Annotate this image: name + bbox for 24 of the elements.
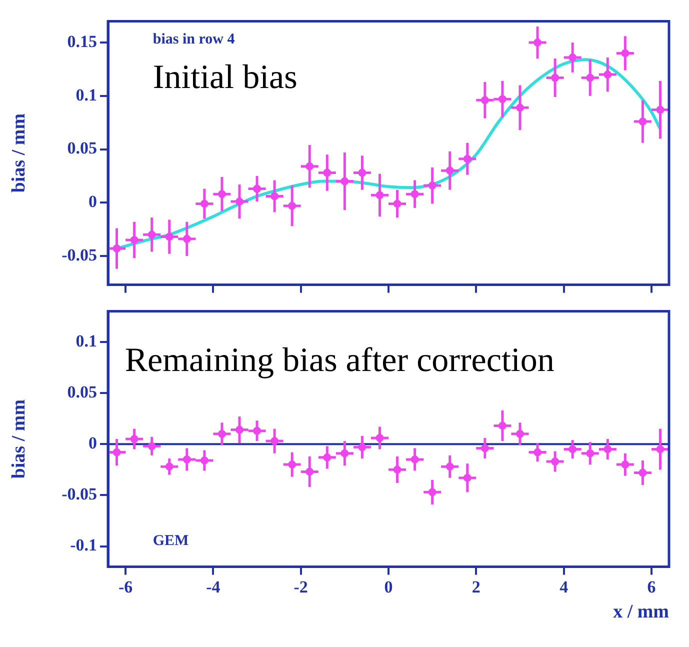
x-tick-label: -4 bbox=[206, 577, 221, 596]
annotation: GEM bbox=[152, 533, 189, 550]
x-tick-label: 0 bbox=[384, 577, 393, 596]
y-axis-title: bias / mm bbox=[8, 113, 30, 193]
annotation: Remaining bias after correction bbox=[124, 342, 554, 380]
y-tick-label: 0.05 bbox=[67, 382, 97, 402]
y-axis-title: bias / mm bbox=[8, 399, 30, 479]
y-tick-label: 0.15 bbox=[67, 32, 97, 51]
y-tick-label: -0.05 bbox=[62, 245, 97, 264]
y-tick-label: 0 bbox=[88, 192, 97, 212]
annotation: bias in row 4 bbox=[152, 32, 236, 48]
x-tick-label: 4 bbox=[560, 577, 569, 596]
x-tick-label: -6 bbox=[118, 577, 133, 596]
y-tick-label: 0.1 bbox=[76, 85, 97, 104]
y-tick-label: -0.05 bbox=[62, 484, 97, 504]
y-tick-label: 0.1 bbox=[76, 331, 97, 350]
y-tick-label: 0.05 bbox=[67, 138, 97, 158]
x-tick-label: 2 bbox=[472, 577, 480, 596]
y-tick-label: -0.1 bbox=[70, 536, 97, 555]
y-tick-label: 0 bbox=[88, 434, 97, 453]
annotation: Initial bias bbox=[152, 59, 298, 96]
x-axis-title: x / mm bbox=[613, 602, 670, 623]
x-tick-label: -2 bbox=[294, 577, 308, 596]
x-tick-label: 6 bbox=[647, 577, 656, 596]
